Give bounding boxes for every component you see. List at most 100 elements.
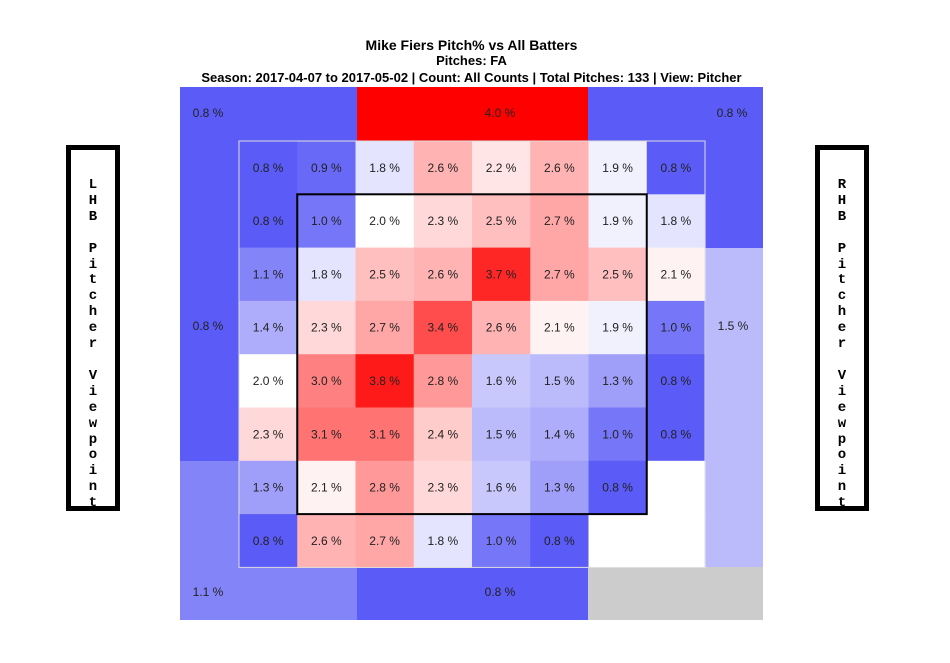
grid-cell [413, 514, 473, 568]
grid-cell-label: 2.8 % [369, 481, 400, 495]
grid-cell [355, 247, 415, 302]
grid-cell-label: 1.9 % [602, 214, 633, 228]
grid-cell-label: 1.0 % [661, 321, 692, 335]
grid-cell [355, 141, 415, 195]
grid-cell-label: 2.7 % [544, 267, 575, 281]
grid-cell-label: 2.7 % [544, 214, 575, 228]
grid-cell-label: 1.5 % [544, 374, 575, 388]
grid-cell [588, 354, 648, 409]
grid-cell-label: 1.0 % [311, 214, 342, 228]
grid-cell-label: 2.0 % [369, 214, 400, 228]
grid-cell [530, 141, 590, 195]
grid-cell-label: 0.8 % [544, 534, 575, 548]
grid-cell-label: 1.9 % [602, 161, 633, 175]
grid-cell-label: 0.8 % [661, 374, 692, 388]
grid-cell-label: 2.5 % [486, 214, 517, 228]
chart-info: Season: 2017-04-07 to 2017-05-02 | Count… [201, 70, 742, 85]
grid-cell [472, 194, 531, 249]
grid-cell [588, 514, 648, 568]
outer-zone-bottom-right [588, 567, 763, 620]
outer-zone-bottom-center [357, 567, 588, 620]
grid-cell-label: 1.4 % [253, 321, 284, 335]
outer-zone-label-left-upper: 0.8 % [193, 319, 224, 333]
rhb-viewpoint-label: R H B P i t c h e r V i e w p o i n t [815, 145, 869, 511]
grid-cell-label: 2.6 % [486, 321, 517, 335]
grid-cell-label: 2.7 % [369, 534, 400, 548]
outer-zone-label-bottom-left: 1.1 % [193, 585, 224, 599]
grid-cell-label: 1.6 % [486, 374, 517, 388]
grid-cell [530, 300, 590, 355]
grid-cell-label: 1.1 % [253, 267, 284, 281]
grid-cell-label: 2.3 % [253, 427, 284, 441]
grid-cell-label: 3.1 % [311, 427, 342, 441]
grid-cell-label: 0.8 % [661, 161, 692, 175]
outer-zone-right-upper [705, 141, 763, 248]
grid-cell [646, 514, 706, 568]
grid-cell [297, 407, 357, 462]
grid-cell [297, 354, 357, 409]
grid-cell-label: 1.3 % [544, 481, 575, 495]
grid-cell [588, 194, 648, 249]
grid-cell [413, 247, 473, 302]
grid-cell-label: 3.8 % [369, 374, 400, 388]
grid-cell [588, 300, 648, 355]
grid-cell-label: 2.0 % [253, 374, 284, 388]
grid-cell-label: 2.3 % [428, 481, 459, 495]
grid-cell [413, 407, 473, 462]
grid-cell-label: 2.4 % [428, 427, 459, 441]
grid-cell [472, 300, 531, 355]
lhb-viewpoint-label: L H B P i t c h e r V i e w p o i n t [66, 145, 120, 511]
grid-cell-label: 2.6 % [428, 267, 459, 281]
grid-cell [239, 407, 298, 462]
grid-cell [355, 194, 415, 249]
grid-cell-label: 1.3 % [602, 374, 633, 388]
grid-cell [530, 247, 590, 302]
grid-cell [297, 141, 357, 195]
grid-cell-label: 2.6 % [428, 161, 459, 175]
grid-cell [530, 407, 590, 462]
grid-cell-label: 0.8 % [661, 427, 692, 441]
grid-cell [297, 194, 357, 249]
grid-cell [588, 247, 648, 302]
grid-cell-label: 1.8 % [661, 214, 692, 228]
chart-subtitle: Pitches: FA [436, 53, 507, 68]
grid-cell [413, 460, 473, 515]
grid-cell-label: 1.9 % [602, 321, 633, 335]
grid-cell-label: 1.8 % [369, 161, 400, 175]
grid-cell [413, 194, 473, 249]
outer-zone-right-lower [705, 248, 763, 567]
grid-cell [355, 407, 415, 462]
outer-zone-top-center [357, 87, 588, 141]
grid-cell [413, 141, 473, 195]
grid-cell-label: 0.9 % [311, 161, 342, 175]
grid-cell [413, 354, 473, 409]
grid-cell-label: 1.4 % [544, 427, 575, 441]
grid-cell-label: 2.6 % [311, 534, 342, 548]
outer-zone-left-upper [180, 141, 239, 461]
grid-cell [588, 141, 648, 195]
grid-cell [646, 460, 706, 515]
grid-cell-label: 1.5 % [486, 427, 517, 441]
grid-cell [646, 354, 706, 409]
grid-cell [297, 460, 357, 515]
grid-cell [355, 514, 415, 568]
grid-cell [239, 194, 298, 249]
grid-cell [239, 247, 298, 302]
grid-cell [297, 247, 357, 302]
grid-cell-label: 2.3 % [428, 214, 459, 228]
grid-cell-label: 2.5 % [602, 267, 633, 281]
grid-outline [238, 140, 706, 568]
grid-cell-label: 2.5 % [369, 267, 400, 281]
grid-cell [646, 247, 706, 302]
grid-cell-label: 0.8 % [253, 214, 284, 228]
outer-zone-label-top-center: 4.0 % [485, 106, 516, 120]
grid-cell [472, 514, 531, 568]
grid-cell-label: 1.8 % [311, 267, 342, 281]
grid-cell [239, 354, 298, 409]
grid-cell [355, 460, 415, 515]
grid-cell [239, 141, 298, 195]
grid-cell-label: 2.1 % [544, 321, 575, 335]
grid-cell-label: 2.7 % [369, 321, 400, 335]
grid-cell [239, 514, 298, 568]
